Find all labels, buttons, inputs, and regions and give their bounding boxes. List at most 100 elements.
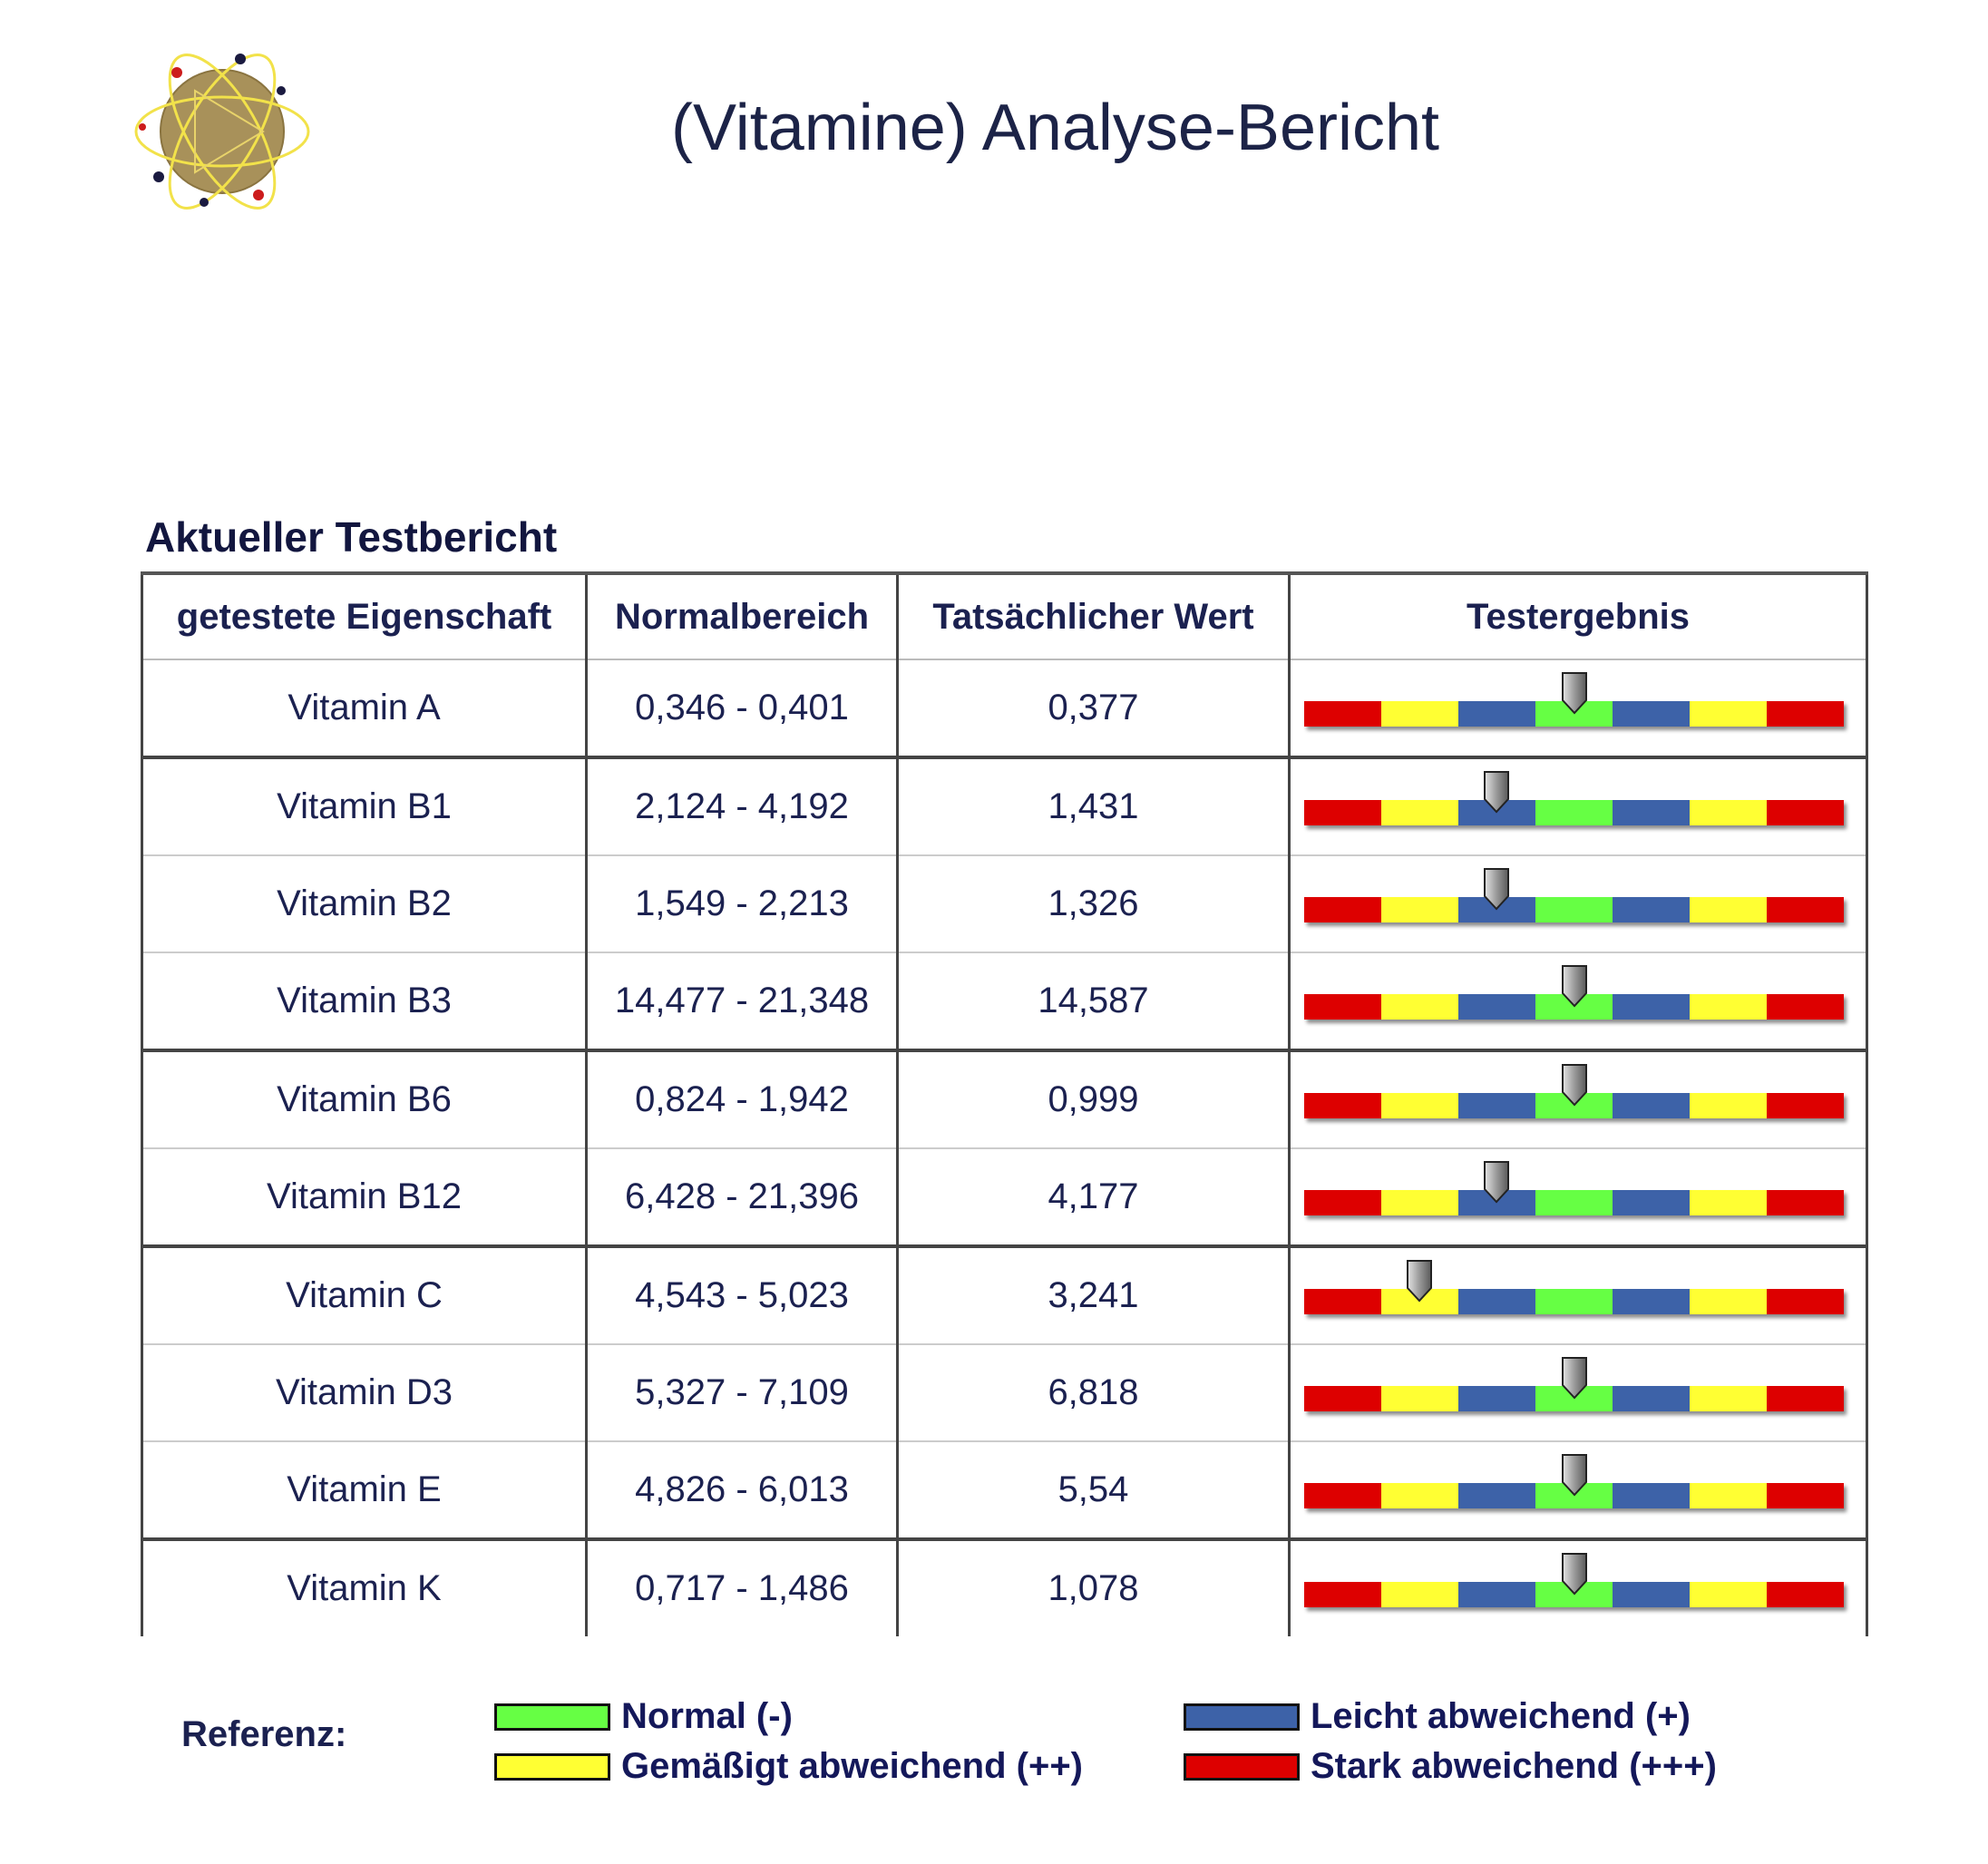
normal-range-cell: 5,327 - 7,109 (585, 1344, 899, 1442)
scale-segment-yellow (1381, 800, 1458, 825)
normal-range-cell: 0,346 - 0,401 (585, 659, 899, 759)
scale-segment-red (1304, 1483, 1381, 1508)
scale-segment-red (1304, 897, 1381, 922)
scale-segment-blue (1613, 800, 1690, 825)
scale-segment-green (1535, 1289, 1613, 1314)
scale-segment-red (1304, 1289, 1381, 1314)
normal-range-cell: 4,826 - 6,013 (585, 1441, 899, 1541)
scale-segment-yellow (1381, 897, 1458, 922)
actual-value-cell: 6,818 (896, 1344, 1291, 1442)
result-scale-bar (1304, 1386, 1844, 1411)
scale-segment-blue (1613, 994, 1690, 1020)
scale-segment-yellow (1690, 701, 1767, 727)
legend-label: Referenz: (181, 1714, 347, 1754)
scale-segment-blue (1613, 897, 1690, 922)
result-marker-icon (1561, 1356, 1588, 1400)
legend-swatch-green (494, 1703, 610, 1731)
result-scale-bar (1304, 701, 1844, 727)
scale-segment-red (1767, 1289, 1844, 1314)
scale-segment-green (1535, 800, 1613, 825)
scale-segment-blue (1613, 1289, 1690, 1314)
test-result-cell (1288, 855, 1868, 953)
scale-segment-red (1767, 800, 1844, 825)
legend-swatch-blue (1184, 1703, 1300, 1731)
scale-segment-yellow (1381, 994, 1458, 1020)
normal-range-cell: 4,543 - 5,023 (585, 1246, 899, 1345)
normal-range-cell: 1,549 - 2,213 (585, 855, 899, 953)
scale-segment-green (1535, 897, 1613, 922)
scale-segment-red (1767, 701, 1844, 727)
test-result-cell (1288, 1344, 1868, 1442)
actual-value-cell: 1,326 (896, 855, 1291, 953)
scale-segment-yellow (1690, 1483, 1767, 1508)
legend-item-strongly-deviating: Stark abweichend (+++) (1184, 1746, 1717, 1787)
scale-segment-blue (1458, 1289, 1535, 1314)
legend-text-slightly-deviating: Leicht abweichend (+) (1311, 1696, 1691, 1736)
result-scale-bar (1304, 994, 1844, 1020)
result-marker-icon (1483, 1160, 1510, 1204)
scale-segment-red (1767, 1190, 1844, 1215)
table-row: Vitamin E 4,826 - 6,013 5,54 (141, 1441, 1868, 1541)
scale-segment-red (1767, 897, 1844, 922)
scale-segment-yellow (1381, 1386, 1458, 1411)
scale-segment-yellow (1690, 994, 1767, 1020)
table-row: Vitamin C 4,543 - 5,023 3,241 (141, 1246, 1868, 1345)
section-title: Aktueller Testbericht (145, 513, 558, 561)
scale-segment-yellow (1381, 1582, 1458, 1607)
property-cell: Vitamin B2 (141, 855, 588, 953)
result-marker-icon (1561, 964, 1588, 1008)
actual-value-cell: 1,078 (896, 1539, 1291, 1636)
actual-value-cell: 5,54 (896, 1441, 1291, 1541)
property-cell: Vitamin B6 (141, 1050, 588, 1149)
result-scale-bar (1304, 897, 1844, 922)
scale-segment-red (1767, 994, 1844, 1020)
test-result-cell (1288, 1246, 1868, 1345)
scale-segment-blue (1613, 1093, 1690, 1118)
test-result-cell (1288, 659, 1868, 759)
scale-segment-yellow (1690, 1582, 1767, 1607)
report-title: (Vitamine) Analyse-Bericht (671, 92, 1440, 164)
scale-segment-green (1535, 1190, 1613, 1215)
scale-segment-yellow (1690, 897, 1767, 922)
property-cell: Vitamin E (141, 1441, 588, 1541)
normal-range-cell: 0,717 - 1,486 (585, 1539, 899, 1636)
scale-segment-red (1767, 1483, 1844, 1508)
result-scale-bar (1304, 1289, 1844, 1314)
result-marker-icon (1561, 1063, 1588, 1107)
property-cell: Vitamin B1 (141, 757, 588, 856)
result-marker-icon (1483, 867, 1510, 911)
property-cell: Vitamin K (141, 1539, 588, 1636)
normal-range-cell: 0,824 - 1,942 (585, 1050, 899, 1149)
scale-segment-yellow (1690, 1093, 1767, 1118)
result-marker-icon (1483, 770, 1510, 814)
scale-segment-blue (1458, 1582, 1535, 1607)
legend-item-normal: Normal (-) (494, 1696, 793, 1737)
legend-text-moderately-deviating: Gemäßigt abweichend (++) (621, 1746, 1084, 1786)
table-row: Vitamin B3 14,477 - 21,348 14,587 (141, 952, 1868, 1052)
column-header-property: getestete Eigenschaft (141, 573, 588, 660)
actual-value-cell: 3,241 (896, 1246, 1291, 1345)
atom-logo-icon (132, 41, 313, 222)
scale-segment-red (1304, 1190, 1381, 1215)
table-row: Vitamin D3 5,327 - 7,109 6,818 (141, 1344, 1868, 1442)
result-scale-bar (1304, 800, 1844, 825)
table-row: Vitamin B6 0,824 - 1,942 0,999 (141, 1050, 1868, 1149)
scale-segment-red (1767, 1093, 1844, 1118)
result-marker-icon (1561, 1453, 1588, 1497)
property-cell: Vitamin D3 (141, 1344, 588, 1442)
scale-segment-blue (1613, 1386, 1690, 1411)
scale-segment-yellow (1381, 701, 1458, 727)
scale-segment-blue (1458, 994, 1535, 1020)
normal-range-cell: 14,477 - 21,348 (585, 952, 899, 1052)
table-row: Vitamin A 0,346 - 0,401 0,377 (141, 659, 1868, 759)
scale-segment-blue (1458, 701, 1535, 727)
table-row: Vitamin B12 6,428 - 21,396 4,177 (141, 1148, 1868, 1248)
test-result-cell (1288, 1539, 1868, 1636)
scale-segment-blue (1613, 1582, 1690, 1607)
scale-segment-yellow (1381, 1093, 1458, 1118)
result-scale-bar (1304, 1483, 1844, 1508)
table-row: Vitamin K 0,717 - 1,486 1,078 (141, 1539, 1868, 1636)
column-header-test-result: Testergebnis (1288, 573, 1868, 660)
test-result-cell (1288, 757, 1868, 856)
legend-text-strongly-deviating: Stark abweichend (+++) (1311, 1746, 1717, 1786)
